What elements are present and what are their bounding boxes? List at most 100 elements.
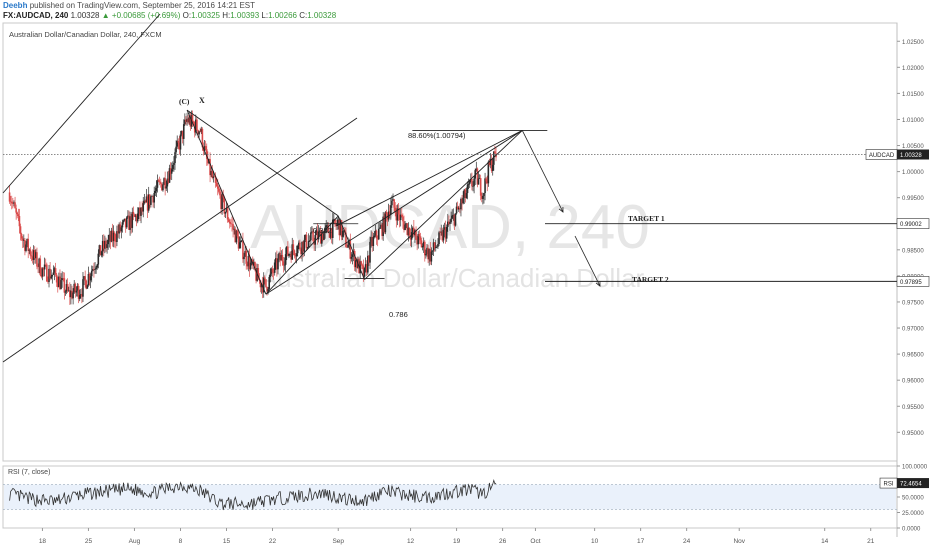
candle-body xyxy=(205,149,208,159)
candle-body xyxy=(459,207,461,210)
candle-body xyxy=(452,214,455,216)
candle-body xyxy=(13,202,15,204)
pattern-xb xyxy=(186,109,339,217)
candle-body xyxy=(307,240,310,248)
candle-body xyxy=(260,284,263,288)
candle-body xyxy=(375,230,378,239)
candle-body xyxy=(212,176,215,178)
candle-body xyxy=(402,216,404,222)
candle-body xyxy=(238,242,241,249)
candle-body xyxy=(97,253,100,265)
candle-body xyxy=(483,193,485,197)
candle-body xyxy=(493,151,495,165)
candle-body xyxy=(392,199,394,201)
candle-body xyxy=(92,269,94,271)
candle-body xyxy=(115,241,117,242)
rsi-value-label: 72.4654 xyxy=(900,482,922,488)
candle-body xyxy=(62,278,65,279)
candle-body xyxy=(298,242,300,246)
candle-body xyxy=(359,261,361,274)
candle-body xyxy=(9,201,12,203)
candle-body xyxy=(310,232,312,241)
candle-body xyxy=(223,197,226,214)
change-value: +0.00685 (+0.69%) xyxy=(111,11,181,20)
candle-body xyxy=(455,206,458,214)
candle-body xyxy=(51,274,54,277)
close-value: 1.00328 xyxy=(307,11,337,20)
candle-body xyxy=(218,188,220,192)
candle-body xyxy=(196,119,198,131)
candle-body xyxy=(393,199,395,208)
candle-body xyxy=(342,230,345,232)
candle-body xyxy=(116,231,118,242)
x-tick-label: 14 xyxy=(821,538,829,545)
y-tick-label: 0.95500 xyxy=(902,405,924,411)
candle-body xyxy=(186,118,188,122)
candle-body xyxy=(131,211,134,228)
candle-body xyxy=(39,258,42,275)
candle-body xyxy=(157,180,160,182)
candle-body xyxy=(118,224,120,234)
low-label: L: xyxy=(261,11,269,20)
candle-body xyxy=(32,250,35,260)
candle-body xyxy=(370,237,372,242)
candle-body xyxy=(336,222,338,226)
candle-body xyxy=(468,180,471,185)
rsi-tag-label: RSI xyxy=(883,482,893,488)
candle-body xyxy=(450,218,452,223)
candle-body xyxy=(132,211,135,215)
candle-body xyxy=(113,232,116,242)
trendline-lower xyxy=(2,117,358,363)
candle-body xyxy=(360,261,363,265)
candle-body xyxy=(364,264,367,268)
candle-body xyxy=(421,246,424,248)
candle-body xyxy=(33,250,36,259)
candle-body xyxy=(78,295,81,299)
x-tick-label: 15 xyxy=(223,538,231,545)
candle-body xyxy=(478,178,481,179)
candle-body xyxy=(394,207,397,213)
candle-body xyxy=(445,226,448,239)
candle-body xyxy=(316,230,319,240)
candle-body xyxy=(245,250,248,264)
candle-body xyxy=(100,251,103,256)
candle-body xyxy=(281,255,284,262)
candle-body xyxy=(331,219,334,238)
fib-382-label: 0.382 xyxy=(313,226,332,235)
y-tick-label: 0.96000 xyxy=(902,379,924,385)
candle-body xyxy=(55,274,58,283)
candle-body xyxy=(267,288,269,292)
candle-body xyxy=(101,240,104,252)
candle-body xyxy=(104,240,106,249)
candle-body xyxy=(340,220,343,237)
x-tick-label: Oct xyxy=(530,538,540,545)
candle-body xyxy=(313,240,315,245)
candle-body xyxy=(462,197,464,204)
candle-body xyxy=(173,163,175,165)
candle-body xyxy=(253,262,255,266)
candle-body xyxy=(140,207,142,216)
candle-body xyxy=(169,168,172,174)
pattern-xa xyxy=(186,109,267,295)
candle-body xyxy=(302,241,304,252)
candle-body xyxy=(139,207,141,216)
candle-body xyxy=(79,294,82,296)
candle-body xyxy=(105,240,107,248)
candle-body xyxy=(272,272,275,274)
candle-body xyxy=(130,216,132,228)
candle-body xyxy=(333,219,335,220)
author-link[interactable]: Deebh xyxy=(3,1,28,10)
candle-body xyxy=(107,239,109,245)
candle-body xyxy=(411,227,414,233)
candle-body xyxy=(314,235,317,245)
candle-body xyxy=(437,244,439,247)
candle-body xyxy=(199,131,202,132)
y-tick-label: 0.97000 xyxy=(902,327,924,333)
candle-body xyxy=(98,245,101,254)
candle-body xyxy=(145,196,148,203)
candle-body xyxy=(303,240,306,252)
candle-body xyxy=(384,211,387,233)
candle-body xyxy=(219,191,221,196)
candle-body xyxy=(487,161,490,184)
